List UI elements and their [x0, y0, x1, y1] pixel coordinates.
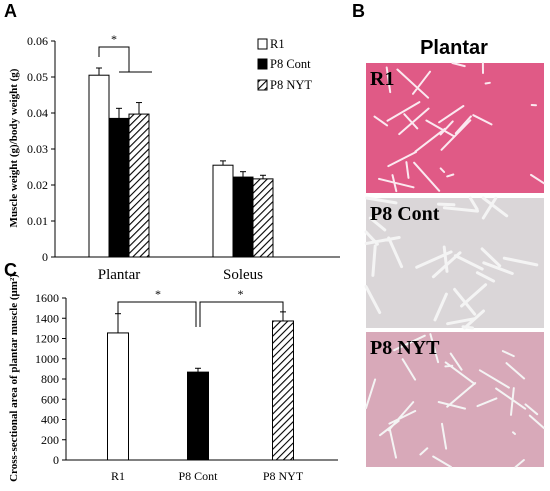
micrograph-cell-boundaries — [364, 196, 539, 330]
chart-c-y-tick-label: 400 — [41, 413, 59, 427]
chart-a-legend-swatch — [257, 58, 268, 70]
chart-c-significance-star: * — [238, 287, 244, 301]
chart-c-y-tick-label: 1600 — [35, 291, 59, 305]
panel-b-letter: B — [352, 1, 365, 21]
chart-a-bar — [88, 74, 110, 258]
chart-a-y-tick-label: 0.06 — [27, 34, 48, 48]
micrograph-panel: Plantar R1 P8 Cont P8 NYT — [364, 37, 545, 468]
chart-c-y-tick-label: 1400 — [35, 311, 59, 325]
chart-c-significance-bracket — [117, 301, 197, 327]
chart-a-y-axis-label: Muscle weight (g)/body weight (g) — [8, 68, 20, 227]
micrograph-label: P8 Cont — [370, 203, 440, 225]
micrograph-label: R1 — [370, 68, 394, 90]
chart-c-y-tick-label: 600 — [41, 392, 59, 406]
chart-c-y-axis-label: Cross-sectional area of plantar muscle (… — [8, 274, 20, 482]
micrograph-image — [366, 198, 544, 328]
chart-a-legend-label: P8 NYT — [270, 78, 312, 92]
chart-a-legend-label: R1 — [270, 37, 285, 51]
micrograph-fiber-lines — [364, 196, 539, 330]
chart-a-y-tick-label: 0.01 — [27, 214, 48, 228]
chart-c-y-tick-label: 1200 — [35, 332, 59, 346]
micrograph-title: Plantar — [420, 37, 488, 59]
chart-c-bar — [187, 371, 209, 461]
chart-a-legend-label: P8 Cont — [270, 57, 311, 71]
chart-c-category-label: P8 NYT — [263, 469, 304, 483]
chart-a-category-label: Plantar — [98, 267, 141, 283]
chart-a-y-tick-label: 0.04 — [27, 106, 48, 120]
chart-a-significance-bracket — [98, 46, 130, 72]
micrograph-fiber-lines — [373, 62, 545, 193]
chart-a-bar — [252, 178, 274, 258]
chart-a-categories: Plantar Soleus — [98, 267, 263, 283]
chart-c-significance-star: * — [155, 287, 161, 301]
chart-c-category-label: R1 — [111, 469, 125, 483]
chart-c-y-tick-label: 200 — [41, 433, 59, 447]
micrograph-image — [366, 63, 544, 193]
chart-c-bar — [107, 332, 129, 461]
chart-c-category-label: P8 Cont — [178, 469, 218, 483]
chart-a-bar — [232, 176, 254, 258]
chart-c-y-tick-label: 0 — [53, 453, 59, 467]
chart-a-bar — [108, 117, 130, 258]
micrograph-fiber-lines — [365, 333, 545, 468]
chart-c-y-tick-label: 1000 — [35, 352, 59, 366]
cross-sectional-area-chart: 0 200 400 600 800 1000 1200 1400 1600 R1 P8 Cont P… — [8, 274, 338, 483]
chart-a-y-tick-label: 0.05 — [27, 70, 48, 84]
chart-c-significance: * * — [117, 287, 284, 327]
chart-a-significance-star: * — [111, 32, 117, 46]
chart-a-category-label: Soleus — [223, 267, 263, 283]
chart-a-bars — [88, 67, 274, 258]
chart-a-bar — [128, 113, 150, 258]
chart-a-y-ticks: 0 0.01 0.02 0.03 0.04 0.05 0.06 — [27, 34, 55, 264]
chart-a-y-tick-label: 0.03 — [27, 142, 48, 156]
chart-c-bars — [107, 311, 294, 461]
panel-a-letter: A — [4, 1, 17, 21]
chart-a-significance: * — [98, 32, 152, 73]
chart-c-y-ticks: 0 200 400 600 800 1000 1200 1400 1600 — [35, 291, 66, 467]
chart-a-legend-swatch — [257, 38, 268, 50]
chart-a-y-tick-label: 0.02 — [27, 178, 48, 192]
chart-a-y-tick-label: 0 — [42, 250, 48, 264]
chart-a-legend: R1 P8 Cont P8 NYT — [257, 37, 312, 92]
chart-c-significance-bracket — [199, 301, 284, 327]
muscle-weight-chart: 00.010.020.030.040.050.06 Plantar Soleus … — [8, 32, 340, 283]
chart-c-bar — [272, 320, 294, 461]
micrograph-label: P8 NYT — [370, 337, 440, 359]
chart-c-y-tick-label: 800 — [41, 372, 59, 386]
micrograph-cell-boundaries — [365, 333, 545, 468]
chart-c-categories: R1 P8 Cont P8 NYT — [111, 469, 304, 483]
chart-a-bar — [212, 164, 234, 258]
micrograph-cell-boundaries — [373, 62, 545, 193]
panel-c-letter: C — [4, 260, 17, 280]
chart-a-legend-swatch — [257, 79, 268, 91]
